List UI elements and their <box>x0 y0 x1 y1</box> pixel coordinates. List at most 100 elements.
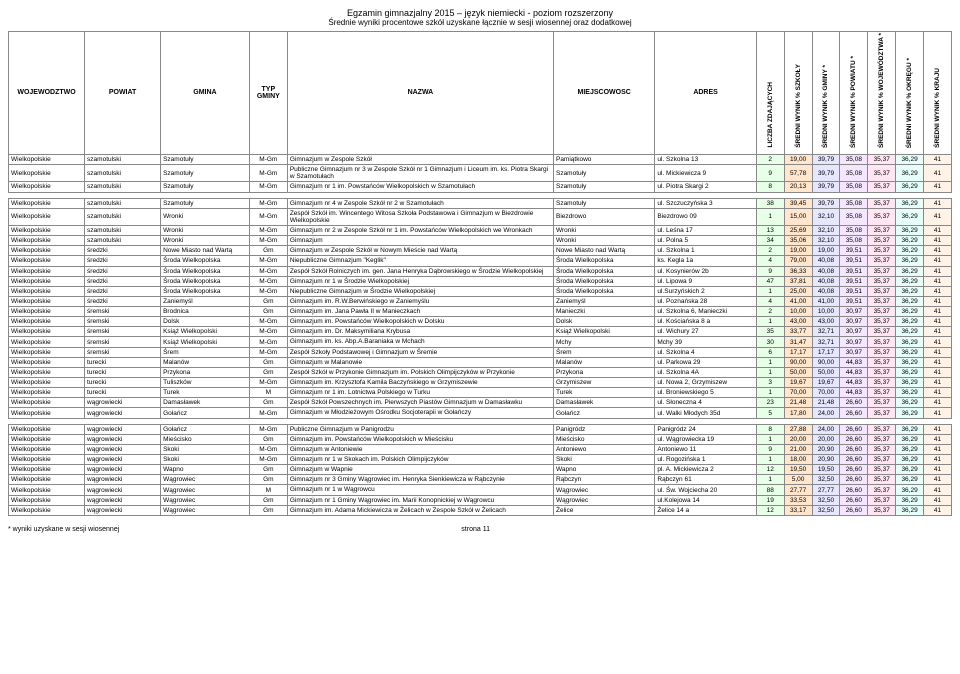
cell-gminy: 39,79 <box>812 182 840 192</box>
cell-miejscowosc: Manieczki <box>553 307 654 317</box>
cell-wojew: 35,37 <box>868 225 896 235</box>
cell-typ: M-Gm <box>249 182 287 192</box>
table-row: WielkopolskieśredzkiŚroda WielkopolskaM-… <box>9 276 952 286</box>
cell-gmina: Książ Wielkopolski <box>161 337 250 347</box>
cell-szkoly: 19,00 <box>784 154 812 164</box>
cell-powiatu: 30,97 <box>840 347 868 357</box>
cell-typ: Gm <box>249 307 287 317</box>
cell-nazwa: Zespół Szkół Powszechnych im. Pierwszych… <box>287 398 553 408</box>
cell-wojewodztwo: Wielkopolskie <box>9 337 85 347</box>
cell-gminy: 40,08 <box>812 276 840 286</box>
hdr-typ-gminy: TYP GMINY <box>249 32 287 155</box>
cell-okregu: 36,29 <box>896 307 924 317</box>
cell-wojewodztwo: Wielkopolskie <box>9 505 85 515</box>
cell-gmina: Brodnica <box>161 307 250 317</box>
cell-wojew: 35,37 <box>868 317 896 327</box>
cell-typ: M <box>249 485 287 495</box>
cell-gminy: 50,00 <box>812 367 840 377</box>
cell-miejscowosc: Panigródz <box>553 424 654 434</box>
cell-wojew: 35,37 <box>868 337 896 347</box>
cell-powiat: szamotulski <box>85 165 161 182</box>
cell-adres: ul. Broniewskiego 5 <box>655 388 756 398</box>
cell-wojew: 35,37 <box>868 398 896 408</box>
table-row: WielkopolskieśremskiKsiąż WielkopolskiM-… <box>9 337 952 347</box>
cell-liczba: 34 <box>756 236 784 246</box>
cell-miejscowosc: Grzymiszew <box>553 378 654 388</box>
cell-gmina: Turek <box>161 388 250 398</box>
table-row: WielkopolskieszamotulskiWronkiM-GmZespół… <box>9 208 952 225</box>
cell-adres: Rąbczyn 61 <box>655 475 756 485</box>
cell-powiat: śremski <box>85 327 161 337</box>
cell-miejscowosc: Dolsk <box>553 317 654 327</box>
cell-adres: ul. Polna 5 <box>655 236 756 246</box>
cell-liczba: 38 <box>756 198 784 208</box>
cell-adres: ul. Szczuczyńska 3 <box>655 198 756 208</box>
cell-miejscowosc: Szamotuły <box>553 198 654 208</box>
cell-nazwa: Gimnazjum w Zespole Szkół <box>287 154 553 164</box>
cell-liczba: 9 <box>756 266 784 276</box>
cell-gminy: 41,00 <box>812 296 840 306</box>
cell-wojew: 35,37 <box>868 455 896 465</box>
cell-szkoly: 90,00 <box>784 357 812 367</box>
cell-wojew: 35,37 <box>868 256 896 266</box>
table-row: WielkopolskietureckiTurekMGimnazjum nr 1… <box>9 388 952 398</box>
cell-gmina: Środa Wielkopolska <box>161 286 250 296</box>
cell-nazwa: Gimnazjum w Antoniewie <box>287 444 553 454</box>
cell-nazwa: Gimnazjum im. Adama Mickiewicza w Żelica… <box>287 505 553 515</box>
cell-szkoly: 33,17 <box>784 505 812 515</box>
cell-kraju: 41 <box>924 236 952 246</box>
cell-powiat: szamotulski <box>85 198 161 208</box>
cell-adres: ul. Leśna 17 <box>655 225 756 235</box>
cell-liczba: 4 <box>756 256 784 266</box>
cell-powiat: wągrowiecki <box>85 455 161 465</box>
cell-wojewodztwo: Wielkopolskie <box>9 165 85 182</box>
table-row: WielkopolskieszamotulskiWronkiM-GmGimnaz… <box>9 225 952 235</box>
cell-gmina: Szamotuły <box>161 198 250 208</box>
cell-adres: ul.Surzyńskich 2 <box>655 286 756 296</box>
cell-adres: ul. Św. Wojciecha 20 <box>655 485 756 495</box>
cell-kraju: 41 <box>924 256 952 266</box>
cell-wojew: 35,37 <box>868 444 896 454</box>
cell-adres: ul. Rogozińska 1 <box>655 455 756 465</box>
hdr-adres: ADRES <box>655 32 756 155</box>
cell-okregu: 36,29 <box>896 337 924 347</box>
cell-miejscowosc: Książ Wielkopolski <box>553 327 654 337</box>
cell-powiatu: 44,83 <box>840 367 868 377</box>
cell-okregu: 36,29 <box>896 398 924 408</box>
cell-powiatu: 30,97 <box>840 307 868 317</box>
cell-typ: M-Gm <box>249 444 287 454</box>
cell-powiatu: 35,08 <box>840 182 868 192</box>
cell-miejscowosc: Antoniewo <box>553 444 654 454</box>
cell-wojewodztwo: Wielkopolskie <box>9 398 85 408</box>
cell-powiatu: 39,51 <box>840 266 868 276</box>
cell-miejscowosc: Gołańcz <box>553 408 654 418</box>
cell-okregu: 36,29 <box>896 154 924 164</box>
cell-gminy: 32,10 <box>812 225 840 235</box>
cell-gmina: Wronki <box>161 225 250 235</box>
cell-powiatu: 26,60 <box>840 398 868 408</box>
cell-adres: ul. Szkolna 4 <box>655 347 756 357</box>
cell-powiatu: 26,60 <box>840 424 868 434</box>
cell-powiatu: 26,60 <box>840 455 868 465</box>
cell-gminy: 20,00 <box>812 434 840 444</box>
cell-miejscowosc: Damasławek <box>553 398 654 408</box>
cell-nazwa: Zespół Szkół Rolniczych im. gen. Jana He… <box>287 266 553 276</box>
cell-okregu: 36,29 <box>896 505 924 515</box>
cell-kraju: 41 <box>924 347 952 357</box>
cell-wojewodztwo: Wielkopolskie <box>9 266 85 276</box>
cell-okregu: 36,29 <box>896 444 924 454</box>
cell-kraju: 41 <box>924 327 952 337</box>
cell-liczba: 12 <box>756 505 784 515</box>
cell-kraju: 41 <box>924 208 952 225</box>
footer-page: strona 11 <box>461 526 490 533</box>
cell-gmina: Wągrowiec <box>161 505 250 515</box>
cell-liczba: 8 <box>756 182 784 192</box>
cell-powiat: wągrowiecki <box>85 424 161 434</box>
cell-powiat: wągrowiecki <box>85 398 161 408</box>
cell-szkoly: 25,00 <box>784 286 812 296</box>
cell-wojewodztwo: Wielkopolskie <box>9 485 85 495</box>
header-row: WOJEWODZTWO POWIAT GMINA TYP GMINY NAZWA… <box>9 32 952 155</box>
cell-adres: ul. Szkolna 13 <box>655 154 756 164</box>
cell-gminy: 70,00 <box>812 388 840 398</box>
cell-nazwa: Gimnazjum nr 1 w Wągrowcu <box>287 485 553 495</box>
